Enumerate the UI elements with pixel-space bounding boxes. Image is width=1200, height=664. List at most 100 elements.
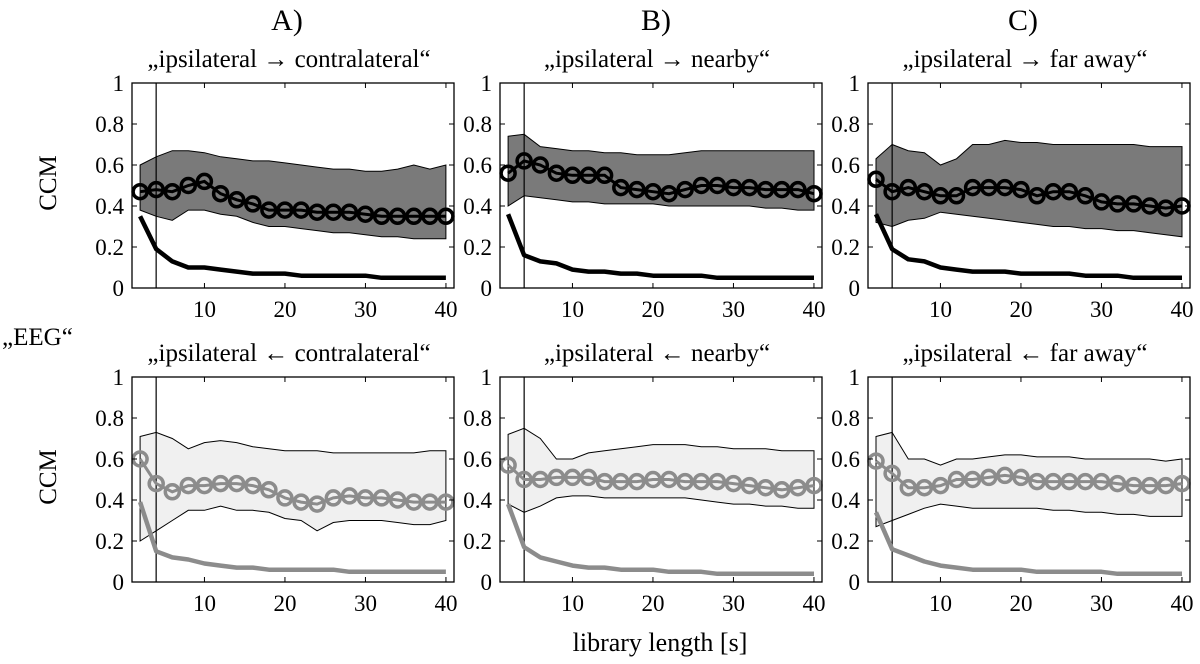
ccm-point bbox=[805, 184, 823, 203]
y-tick-label: 0 bbox=[113, 276, 125, 301]
x-tick-label: 10 bbox=[929, 297, 952, 322]
y-tick-label: 0.8 bbox=[463, 112, 492, 137]
ccm-point bbox=[515, 152, 533, 170]
y-tick-label: 0 bbox=[849, 276, 861, 301]
ccm-point bbox=[147, 180, 165, 199]
ccm-point bbox=[227, 474, 246, 493]
surrogate-line bbox=[873, 213, 1182, 281]
ccm-point bbox=[1044, 182, 1062, 201]
y-tick-label: 0.2 bbox=[463, 529, 492, 554]
ccm-point bbox=[947, 187, 966, 205]
chart-panel-1: „ipsilateral → nearby“ 0 0.2 0.4 0.6 0.8 1 10 20… bbox=[463, 46, 825, 322]
x-tick-label: 40 bbox=[1170, 591, 1193, 616]
ccm-point bbox=[211, 184, 230, 203]
y-tick-label: 1 bbox=[113, 71, 125, 96]
x-tick-label: 20 bbox=[1009, 591, 1032, 616]
y-tick-label: 1 bbox=[849, 71, 861, 96]
y-tick-label: 0.2 bbox=[95, 235, 124, 260]
ccm-point bbox=[308, 203, 326, 221]
ccm-point bbox=[179, 476, 198, 495]
x-tick-label: 30 bbox=[1090, 591, 1113, 616]
x-tick-label: 30 bbox=[722, 591, 745, 616]
y-tick-label: 0.4 bbox=[463, 488, 492, 513]
panel-title: „ipsilateral ← contralateral“ bbox=[147, 340, 430, 367]
row-label-eeg: „EEG“ bbox=[2, 324, 73, 351]
chart-panel-3: „ipsilateral ← contralateral“ 0 0.2 0.4 0.6 0… bbox=[95, 340, 457, 616]
ccm-point bbox=[980, 468, 998, 487]
ccm-point bbox=[388, 491, 407, 509]
ccm-point bbox=[740, 178, 759, 197]
panel-title: „ipsilateral ← nearby“ bbox=[544, 340, 770, 367]
ccm-point bbox=[437, 493, 455, 511]
ccm-point bbox=[276, 489, 294, 507]
y-tick-label: 0.8 bbox=[463, 406, 492, 431]
y-tick-label: 0.2 bbox=[831, 235, 860, 260]
ccm-point bbox=[676, 472, 694, 491]
y-axis-label-top: CCM bbox=[35, 155, 62, 211]
ccm-point bbox=[372, 207, 391, 226]
ccm-point bbox=[931, 476, 950, 495]
ccm-point bbox=[644, 470, 662, 489]
surrogate-line bbox=[138, 215, 446, 281]
ccm-point bbox=[292, 493, 310, 511]
ccm-point bbox=[405, 493, 423, 511]
ccm-point bbox=[499, 456, 517, 474]
ccm-point bbox=[372, 489, 391, 507]
ccm-point bbox=[740, 476, 759, 495]
ccm-point bbox=[1124, 195, 1143, 213]
ccm-point bbox=[131, 182, 149, 201]
ccm-point bbox=[644, 182, 662, 201]
ccm-point bbox=[260, 201, 278, 219]
panels-group: „ipsilateral → contralateral“ 0 0.2 0.4 0.6 0… bbox=[95, 46, 1193, 616]
ccm-point bbox=[1060, 182, 1079, 201]
ccm-point bbox=[1157, 199, 1175, 217]
y-tick-label: 0.4 bbox=[463, 194, 492, 219]
ccm-point bbox=[260, 481, 278, 499]
chart-panel-2: „ipsilateral → far away“ 0 0.2 0.4 0.6 0.8 1 10… bbox=[831, 46, 1193, 322]
ccm-point bbox=[1108, 474, 1127, 493]
y-tick-label: 0 bbox=[849, 570, 861, 595]
ccm-point bbox=[292, 201, 310, 219]
ccm-point bbox=[883, 464, 901, 483]
ccm-point bbox=[531, 470, 550, 489]
ccm-point bbox=[789, 478, 807, 497]
ccm-point bbox=[1108, 195, 1127, 213]
y-tick-label: 0.2 bbox=[95, 529, 124, 554]
x-tick-label: 40 bbox=[1170, 297, 1193, 322]
ccm-point bbox=[244, 476, 262, 495]
x-tick-label: 40 bbox=[802, 591, 825, 616]
ccm-point bbox=[1076, 187, 1095, 205]
y-tick-label: 0.8 bbox=[831, 112, 860, 137]
surrogate-line bbox=[137, 501, 446, 575]
chart-panel-4: „ipsilateral ← nearby“ 0 0.2 0.4 0.6 0.8 1 10 20… bbox=[463, 340, 825, 616]
ccm-point bbox=[1092, 193, 1111, 211]
x-tick-label: 40 bbox=[802, 297, 825, 322]
axes-box bbox=[131, 82, 455, 289]
ccm-point bbox=[437, 207, 455, 226]
ccm-point bbox=[773, 481, 791, 499]
x-tick-label: 10 bbox=[929, 591, 952, 616]
ccm-point bbox=[1092, 472, 1111, 491]
chart-panel-5: „ipsilateral ← far away“ 0 0.2 0.4 0.6 0.8 1 10… bbox=[831, 340, 1193, 616]
ccm-point bbox=[1141, 476, 1159, 495]
ccm-point bbox=[980, 178, 998, 197]
ccm-point bbox=[915, 182, 934, 201]
y-tick-label: 0.8 bbox=[95, 406, 124, 431]
ccm-point bbox=[547, 468, 566, 487]
ccm-point bbox=[996, 178, 1014, 197]
ccm-point bbox=[579, 166, 598, 185]
ccm-point bbox=[756, 180, 775, 199]
ccm-point bbox=[499, 164, 517, 182]
ccm-point bbox=[1028, 187, 1046, 205]
x-tick-label: 30 bbox=[1090, 297, 1113, 322]
panel-title: „ipsilateral → far away“ bbox=[902, 46, 1147, 73]
ccm-point bbox=[388, 207, 407, 226]
axes-box bbox=[499, 376, 823, 583]
panel-label-a: A) bbox=[271, 4, 303, 37]
ccm-point bbox=[996, 466, 1014, 485]
ccm-point bbox=[708, 472, 727, 491]
ccm-point bbox=[421, 493, 439, 511]
ccm-point bbox=[579, 468, 598, 487]
ccm-point bbox=[931, 187, 950, 205]
ccm-point bbox=[356, 205, 375, 223]
